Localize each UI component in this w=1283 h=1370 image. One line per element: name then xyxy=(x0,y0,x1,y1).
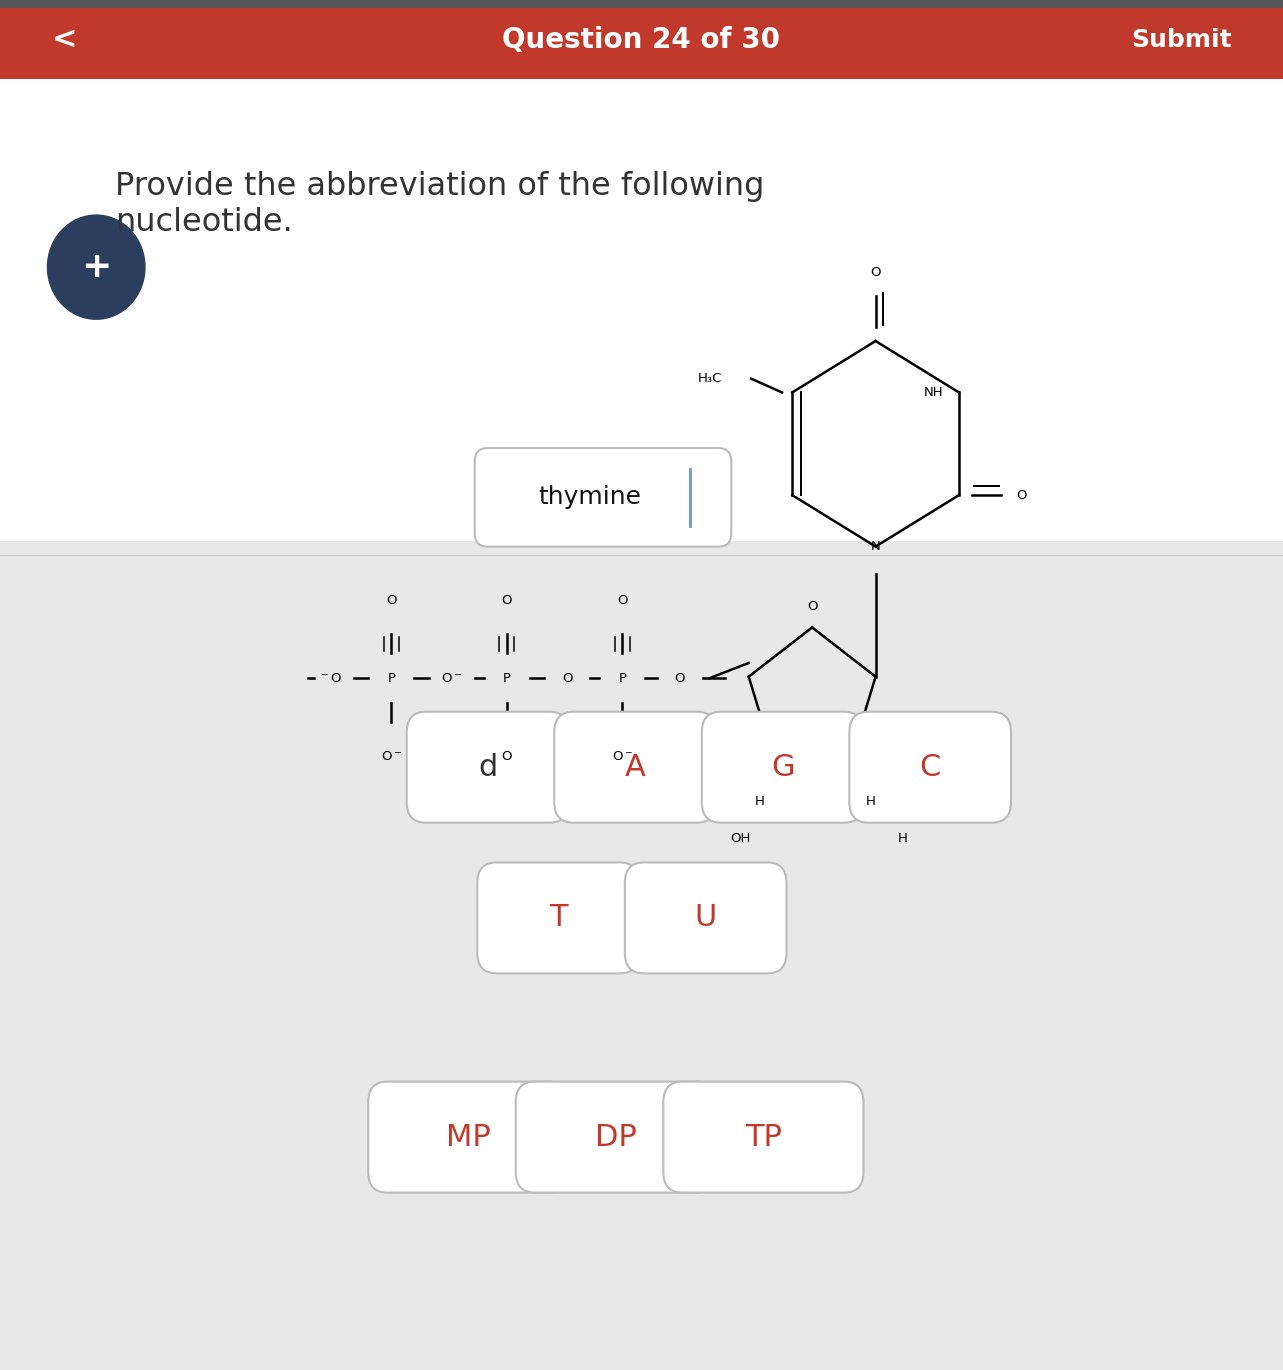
Text: N: N xyxy=(871,540,880,553)
Text: TP: TP xyxy=(745,1122,781,1152)
Text: H: H xyxy=(898,832,907,845)
FancyBboxPatch shape xyxy=(625,863,786,974)
FancyBboxPatch shape xyxy=(516,1082,716,1192)
FancyBboxPatch shape xyxy=(0,0,1283,79)
FancyBboxPatch shape xyxy=(0,79,1283,541)
FancyBboxPatch shape xyxy=(368,1082,568,1192)
Text: G: G xyxy=(771,752,794,782)
Text: thymine: thymine xyxy=(539,485,642,510)
Text: H: H xyxy=(756,795,765,808)
Text: O: O xyxy=(502,593,512,607)
Text: O$^-$: O$^-$ xyxy=(441,671,462,685)
FancyBboxPatch shape xyxy=(849,712,1011,822)
FancyBboxPatch shape xyxy=(475,448,731,547)
Text: O: O xyxy=(386,593,396,607)
Text: A: A xyxy=(625,752,645,782)
Text: DP: DP xyxy=(595,1122,636,1152)
Text: T: T xyxy=(549,903,567,933)
FancyBboxPatch shape xyxy=(407,712,568,822)
FancyBboxPatch shape xyxy=(702,712,863,822)
Text: O: O xyxy=(870,266,881,279)
Text: Question 24 of 30: Question 24 of 30 xyxy=(503,26,780,53)
Text: O: O xyxy=(807,600,817,614)
FancyBboxPatch shape xyxy=(477,863,639,974)
Text: O: O xyxy=(1016,489,1028,501)
Text: O$^-$: O$^-$ xyxy=(612,749,633,763)
Text: d: d xyxy=(477,752,498,782)
Text: <: < xyxy=(51,25,77,55)
Text: P: P xyxy=(618,671,626,685)
FancyBboxPatch shape xyxy=(0,79,1283,1370)
Text: P: P xyxy=(503,671,511,685)
Text: C: C xyxy=(920,752,940,782)
Text: NH: NH xyxy=(924,386,943,399)
Text: Submit: Submit xyxy=(1132,27,1232,52)
Text: H₃C: H₃C xyxy=(698,373,722,385)
FancyBboxPatch shape xyxy=(554,712,716,822)
Text: P: P xyxy=(387,671,395,685)
Text: U: U xyxy=(694,903,717,933)
Text: OH: OH xyxy=(730,832,751,845)
Text: H: H xyxy=(866,795,875,808)
Circle shape xyxy=(47,215,145,319)
Text: MP: MP xyxy=(446,1122,490,1152)
Text: O: O xyxy=(675,671,685,685)
Text: O$^-$: O$^-$ xyxy=(381,749,402,763)
Text: O: O xyxy=(502,749,512,763)
Text: O: O xyxy=(617,593,627,607)
Text: O: O xyxy=(562,671,572,685)
Text: $^-$O: $^-$O xyxy=(319,671,343,685)
FancyBboxPatch shape xyxy=(663,1082,863,1192)
Text: Provide the abbreviation of the following
nucleotide.: Provide the abbreviation of the followin… xyxy=(115,171,765,238)
FancyBboxPatch shape xyxy=(0,541,1283,1370)
Text: +: + xyxy=(81,251,112,284)
FancyBboxPatch shape xyxy=(0,0,1283,8)
